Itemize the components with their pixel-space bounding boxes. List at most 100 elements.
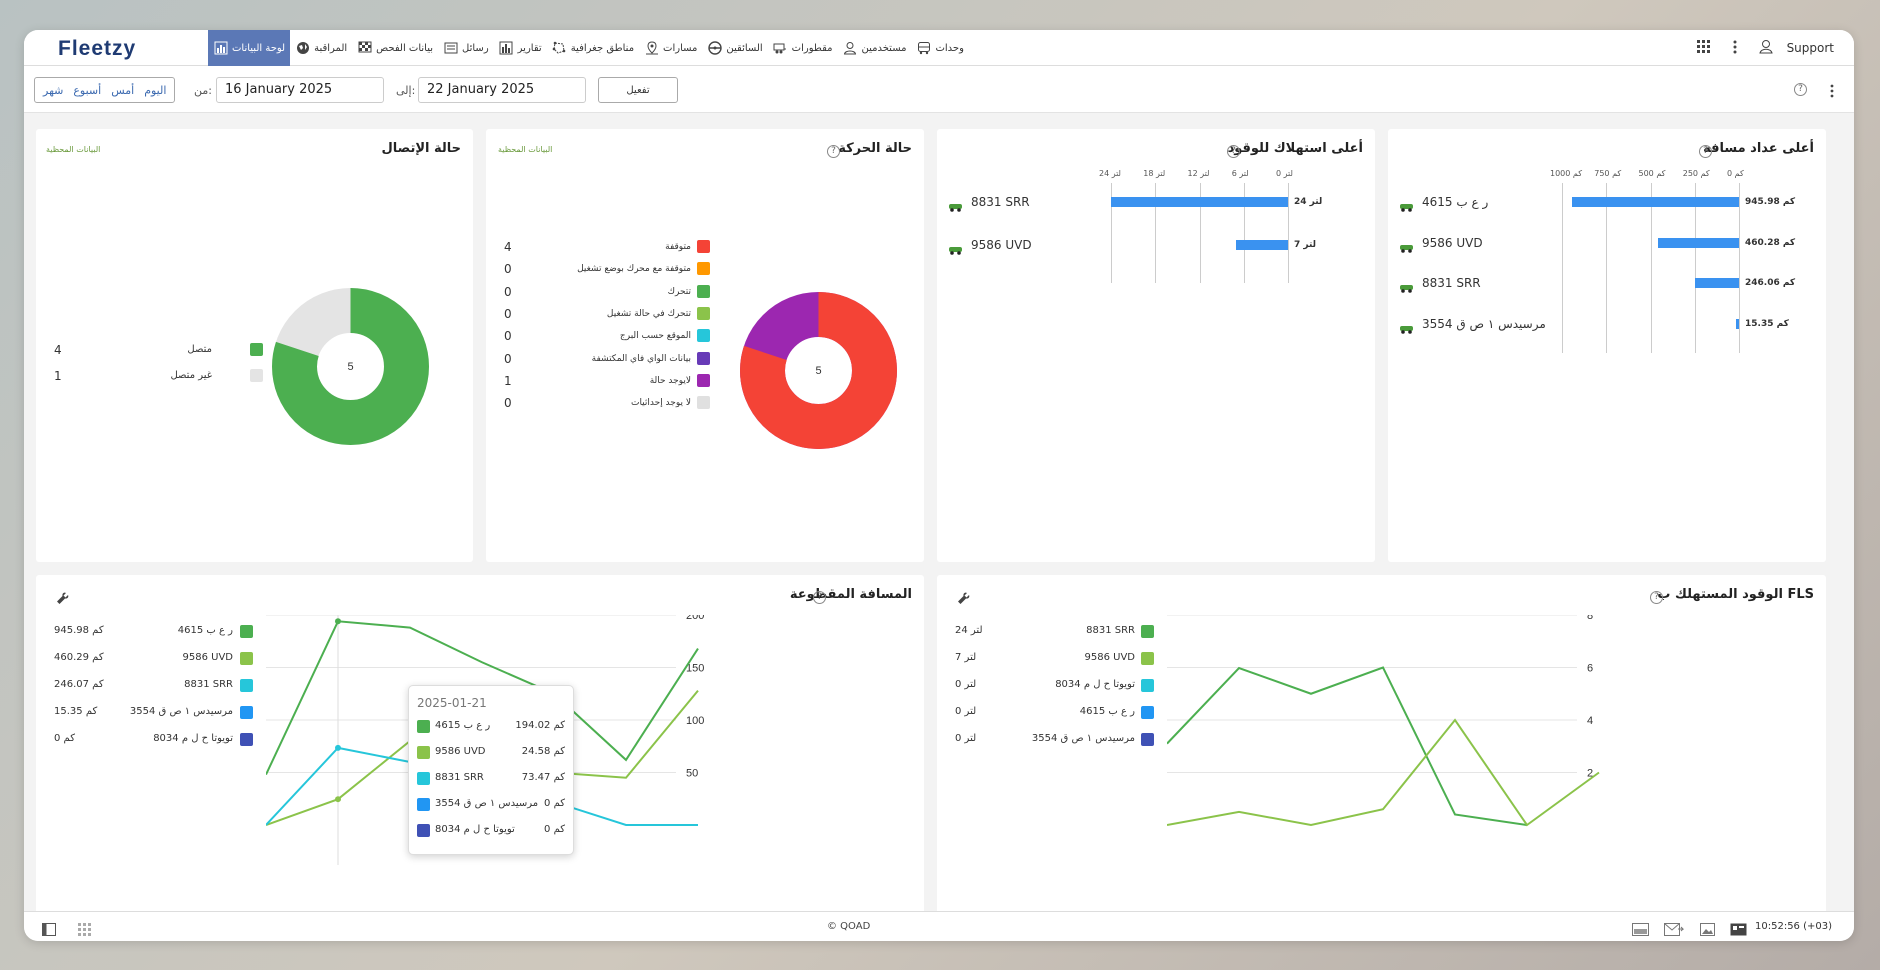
image-icon[interactable] xyxy=(1700,921,1715,940)
legend-label: بيانات الواي فاي المكتشفة xyxy=(591,353,691,364)
wrench-icon[interactable] xyxy=(957,590,970,609)
wrench-icon[interactable] xyxy=(56,590,69,609)
support-menu[interactable]: Support xyxy=(1758,39,1834,57)
distance-line-chart: 200 150 100 50 xyxy=(266,615,704,865)
live-data-link[interactable]: البيانات المحظية xyxy=(498,145,553,154)
apps-grid-icon[interactable] xyxy=(1696,39,1711,57)
legend-label: متوقفة مع محرك بوضع تشغيل xyxy=(577,264,691,275)
bar[interactable] xyxy=(1236,240,1288,250)
legend-series-name[interactable]: 9586 UVD xyxy=(182,652,234,663)
help-icon[interactable]: ? xyxy=(1650,591,1663,604)
period-week[interactable]: أسبوع xyxy=(73,83,102,97)
help-icon[interactable]: ? xyxy=(1699,145,1712,158)
nav-label: تقارير xyxy=(517,42,542,54)
vehicle-name[interactable]: 8831 SRR xyxy=(1422,276,1481,290)
grid-line xyxy=(1739,183,1740,353)
help-icon[interactable]: ? xyxy=(1227,145,1240,158)
card-title: الوقود المستهلك ب FLS xyxy=(1657,587,1814,602)
to-date-input[interactable]: 22 January 2025 xyxy=(418,77,586,103)
vehicle-name[interactable]: ر ع ب 4615 xyxy=(1422,195,1489,209)
help-icon[interactable]: ? xyxy=(1794,83,1807,96)
nav-geofences[interactable]: مناطق جغرافية xyxy=(547,30,639,66)
grid-icon[interactable] xyxy=(78,921,91,940)
nav-messages[interactable]: رسائل xyxy=(438,30,494,66)
period-today[interactable]: اليوم xyxy=(144,83,167,97)
legend-swatch[interactable] xyxy=(240,733,253,746)
legend-swatch[interactable] xyxy=(240,706,253,719)
more-vertical-icon[interactable] xyxy=(1830,83,1834,102)
series-line[interactable] xyxy=(1167,666,1528,826)
bar[interactable] xyxy=(1736,318,1739,329)
legend-swatch xyxy=(697,373,710,387)
more-vertical-icon[interactable] xyxy=(1733,40,1737,57)
help-icon[interactable]: ? xyxy=(813,591,826,604)
legend-swatch[interactable] xyxy=(1141,625,1154,638)
legend-series-name[interactable]: مرسيدس ١ ص ق 3554 xyxy=(129,706,233,717)
nav-reports[interactable]: تقارير xyxy=(494,30,547,66)
legend-swatch[interactable] xyxy=(240,652,253,665)
legend-swatch[interactable] xyxy=(1141,679,1154,692)
geofence-icon xyxy=(552,41,567,56)
display-icon[interactable] xyxy=(1730,921,1747,940)
legend-total: 246.07 كم xyxy=(54,679,104,690)
vehicle-name[interactable]: 8831 SRR xyxy=(971,195,1030,209)
nav-routes[interactable]: مسارات xyxy=(639,30,702,66)
inbox-icon[interactable] xyxy=(1632,921,1649,940)
bar[interactable] xyxy=(1695,278,1739,288)
nav-units[interactable]: وحدات xyxy=(911,30,968,66)
legend-series-name[interactable]: مرسيدس ١ ص ق 3554 xyxy=(1031,733,1135,744)
bar[interactable] xyxy=(1571,197,1739,207)
vehicle-name[interactable]: مرسيدس ١ ص ق 3554 xyxy=(1422,316,1546,331)
vehicle-name[interactable]: 9586 UVD xyxy=(971,238,1032,252)
data-point[interactable] xyxy=(335,796,341,803)
legend-count: 0 xyxy=(504,351,512,366)
period-yesterday[interactable]: أمس xyxy=(111,83,135,97)
to-label: إلى: xyxy=(396,84,416,97)
bar[interactable] xyxy=(1111,197,1288,207)
series-line[interactable] xyxy=(1167,718,1600,827)
trailer-icon xyxy=(773,41,788,56)
movement-status-card: حالة الحركة ? البيانات المحظية 5 4 متوقفة… xyxy=(486,129,924,562)
legend-swatch[interactable] xyxy=(1141,733,1154,746)
vehicle-icon xyxy=(948,240,964,259)
nav-inspection[interactable]: بيانات الفحص xyxy=(352,30,438,66)
legend-total: 460.29 كم xyxy=(54,652,104,663)
nav-monitoring[interactable]: المراقبة xyxy=(290,30,352,66)
mail-icon[interactable] xyxy=(1664,921,1685,940)
legend-series-name[interactable]: ر ع ب 4615 xyxy=(1079,706,1135,717)
nav-dashboard[interactable]: لوحة البيانات xyxy=(208,30,291,66)
period-month[interactable]: شهر xyxy=(43,83,64,97)
legend-swatch[interactable] xyxy=(1141,652,1154,665)
legend-series-name[interactable]: 8831 SRR xyxy=(184,679,233,690)
from-date-input[interactable]: 16 January 2025 xyxy=(216,77,384,103)
panel-toggle-icon[interactable] xyxy=(42,921,56,940)
help-icon[interactable]: ? xyxy=(827,145,840,158)
support-label: Support xyxy=(1786,41,1834,55)
legend-series-name[interactable]: 9586 UVD xyxy=(1084,652,1136,663)
legend-label: لايوجد حالة xyxy=(649,375,691,386)
legend-series-name[interactable]: 8831 SRR xyxy=(1086,625,1135,636)
data-point[interactable] xyxy=(335,618,341,625)
legend-series-name[interactable]: تويوتا ح ل م 8034 xyxy=(153,733,233,744)
vehicle-name[interactable]: 9586 UVD xyxy=(1422,235,1483,250)
legend-series-name[interactable]: ر ع ب 4615 xyxy=(177,625,233,636)
grid-line xyxy=(1155,183,1157,283)
nav-users[interactable]: مستخدمين xyxy=(837,30,911,66)
distance-tooltip: 2025-01-21 ر ع ب 4615 194.02 كم 9586 UVD 24… xyxy=(408,685,574,855)
legend-series-name[interactable]: تويوتا ح ل م 8034 xyxy=(1055,679,1135,690)
fleetzy-logo[interactable]: Fleetzy xyxy=(56,36,176,60)
vehicle-icon xyxy=(1399,278,1415,297)
bar[interactable] xyxy=(1657,237,1739,248)
nav-trailers[interactable]: مقطورات xyxy=(768,30,838,66)
bus-icon xyxy=(916,41,931,56)
data-point[interactable] xyxy=(335,744,341,751)
legend-swatch[interactable] xyxy=(1141,706,1154,719)
nav-drivers[interactable]: السائقين xyxy=(702,30,767,66)
y-tick-label: 4 xyxy=(1587,715,1593,727)
tooltip-series: 8831 SRR xyxy=(435,772,484,783)
live-data-link[interactable]: البيانات المحظية xyxy=(46,145,101,154)
tooltip-series: 9586 UVD xyxy=(435,746,486,757)
legend-swatch[interactable] xyxy=(240,625,253,638)
apply-button[interactable]: تفعيل xyxy=(598,77,678,103)
legend-swatch[interactable] xyxy=(240,679,253,692)
